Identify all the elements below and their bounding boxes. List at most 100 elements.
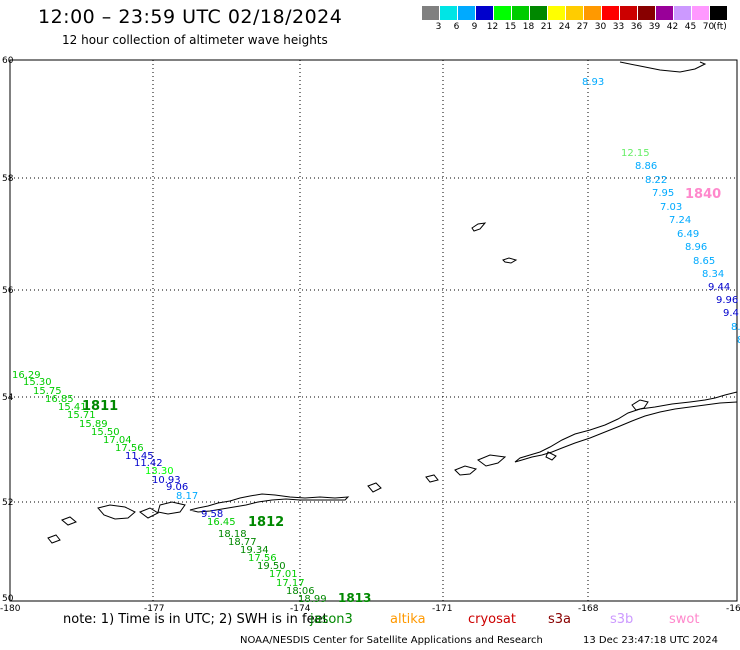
lon-tick-label: -177 — [144, 604, 164, 614]
scale-label: 18 — [522, 22, 535, 32]
pass-label: 1811 — [82, 399, 118, 414]
lat-tick-label: 54 — [2, 393, 14, 403]
lon-tick-label: -16 — [726, 604, 740, 614]
wave-height-value: 17.56 — [115, 443, 144, 454]
wave-height-value: 15.30 — [23, 377, 52, 388]
wave-height-value: 9.4 — [723, 308, 739, 319]
lon-tick-label: -168 — [578, 604, 599, 614]
scale-label: 3 — [435, 22, 442, 32]
scale-swatch — [512, 6, 529, 20]
wave-height-value: 15.41 — [58, 402, 87, 413]
wave-height-value: 8. — [731, 322, 740, 333]
wave-height-value: 17.17 — [276, 578, 305, 589]
scale-swatch — [458, 6, 475, 20]
scale-swatch — [584, 6, 601, 20]
wave-height-value: 7.95 — [652, 188, 674, 199]
longitude-tick-labels: -180 -177 -174 -171 -168 -16 — [0, 604, 740, 614]
pass-track: 1813 — [338, 591, 371, 605]
wave-height-value: 18.77 — [228, 537, 257, 548]
scale-swatch — [476, 6, 493, 20]
wave-height-value: 6.49 — [677, 229, 699, 240]
mission-cryosat: cryosat — [468, 612, 516, 627]
scale-swatch — [638, 6, 655, 20]
scale-label: 33 — [612, 22, 625, 32]
wave-height-value: 8 — [737, 335, 740, 346]
scale-swatch — [656, 6, 673, 20]
scale-label: 27 — [576, 22, 589, 32]
scale-swatch — [440, 6, 457, 20]
mission-altika: altika — [390, 612, 426, 627]
mission-legend: jason3 altika cryosat s3a s3b swot — [0, 612, 740, 630]
wave-height-value: 8.86 — [635, 161, 657, 172]
wave-height-value: 18.06 — [286, 586, 315, 597]
scale-swatch — [710, 6, 727, 20]
wave-height-value: 9.44 — [708, 282, 730, 293]
footer-note: note: 1) Time is in UTC; 2) SWH is in fe… — [63, 612, 328, 627]
wave-height-value: 8.22 — [645, 175, 667, 186]
pass-label: 1840 — [685, 187, 721, 202]
wave-height-value: 8.65 — [693, 256, 715, 267]
wave-height-value: 17.04 — [103, 435, 132, 446]
scale-swatch — [422, 6, 439, 20]
mission-jason3: jason3 — [310, 612, 353, 627]
scale-label: 45 — [684, 22, 697, 32]
scale-swatch — [530, 6, 547, 20]
pass-label: 1813 — [338, 591, 371, 605]
scale-label: 12 — [486, 22, 499, 32]
lon-tick-label: -174 — [290, 604, 311, 614]
generated-timestamp: 13 Dec 23:47:18 UTC 2024 — [583, 635, 718, 646]
scale-swatch — [620, 6, 637, 20]
lat-tick-label: 52 — [2, 498, 13, 508]
lat-lon-grid — [10, 60, 737, 601]
wave-height-value: 7.24 — [669, 215, 691, 226]
scale-label: 36 — [630, 22, 643, 32]
wave-height-value: 15.50 — [91, 427, 120, 438]
lat-tick-label: 56 — [2, 286, 14, 296]
wave-height-value: 9.06 — [166, 482, 188, 493]
wave-height-value: 19.50 — [257, 561, 286, 572]
wave-height-value: 8.96 — [685, 242, 707, 253]
wave-height-value: 18.18 — [218, 529, 247, 540]
latitude-tick-labels: 60 58 56 54 52 50 — [2, 56, 14, 604]
map-frame — [9, 59, 738, 602]
scale-swatch — [494, 6, 511, 20]
wave-height-value: 12.15 — [621, 148, 650, 159]
wave-height-value: 15.75 — [33, 386, 62, 397]
wave-height-value: 11.42 — [134, 458, 163, 469]
wave-height-value: 9.58 — [201, 509, 223, 520]
mission-swot: swot — [669, 612, 700, 627]
wave-height-value: 9.96 — [716, 295, 738, 306]
scale-unit: (ft) — [713, 22, 727, 32]
wave-height-value: 19.34 — [240, 545, 269, 556]
map-title: 12:00 – 23:59 UTC 02/18/2024 — [38, 6, 343, 28]
scale-swatch — [692, 6, 709, 20]
wave-height-value: 15.71 — [67, 410, 96, 421]
wave-height-value: 16.29 — [12, 370, 41, 381]
wave-height-value: 7.03 — [660, 202, 682, 213]
wave-height-value: 16.45 — [207, 517, 236, 528]
wave-height-value: 17.56 — [248, 553, 277, 564]
scale-label: 6 — [453, 22, 460, 32]
scale-swatch — [602, 6, 619, 20]
wave-height-value: 8.34 — [702, 269, 724, 280]
scale-label: 21 — [540, 22, 553, 32]
scale-label: 9 — [471, 22, 478, 32]
scale-label: 24 — [558, 22, 571, 32]
wave-height-value: 13.30 — [145, 466, 174, 477]
credit-text: NOAA/NESDIS Center for Satellite Applica… — [240, 635, 543, 646]
wave-height-value: 17.01 — [269, 569, 298, 580]
pass-track: 8.93 12.15 8.86 8.22 7.95 7.03 7.24 6.49 8.96 8.6… — [582, 77, 740, 346]
wave-height-value: 8.93 — [582, 77, 604, 88]
scale-label: 70 — [702, 22, 715, 32]
altimeter-tracks: 8.93 12.15 8.86 8.22 7.95 7.03 7.24 6.49 8.96 8.6… — [12, 77, 740, 605]
lat-tick-label: 58 — [2, 174, 14, 184]
mission-s3b: s3b — [610, 612, 634, 627]
wave-height-value: 16.85 — [45, 394, 74, 405]
wave-height-value: 8.17 — [176, 491, 198, 502]
lat-tick-label: 50 — [2, 594, 14, 604]
map-subtitle: 12 hour collection of altimeter wave hei… — [62, 33, 328, 47]
lon-tick-label: -180 — [0, 604, 21, 614]
mission-s3a: s3a — [548, 612, 572, 627]
wave-height-value: 10.93 — [152, 475, 181, 486]
lon-tick-label: -171 — [432, 604, 452, 614]
